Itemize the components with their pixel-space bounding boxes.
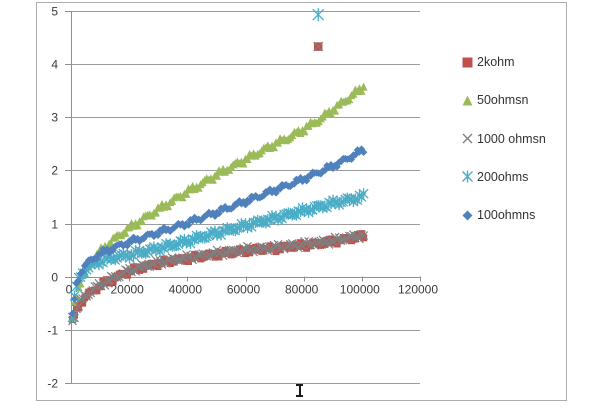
series-point-200ohms[interactable] bbox=[305, 204, 316, 216]
legend-label: 1000 ohmsn bbox=[477, 131, 546, 146]
series-point-2kohm[interactable] bbox=[123, 271, 131, 279]
x-axis-label-40000: 40000 bbox=[169, 283, 203, 297]
series-point-50ohmsn[interactable] bbox=[121, 228, 130, 237]
y-axis-label-1: 1 bbox=[51, 218, 58, 232]
legend-label: 2kohm bbox=[477, 55, 515, 69]
text-cursor-cap bbox=[296, 395, 303, 397]
legend-marker-asterisk-icon bbox=[462, 170, 473, 183]
legend: 2kohm 50ohmsn 1000 ohmsn 200ohms 100ohmns bbox=[461, 50, 546, 241]
series-point-50ohmsn[interactable] bbox=[182, 189, 191, 198]
legend-item-50ohmsn[interactable]: 50ohmsn bbox=[461, 88, 546, 112]
x-axis-label-0: 0 bbox=[66, 283, 73, 297]
series-point-1000-ohmsn[interactable] bbox=[198, 249, 208, 258]
series-point-50ohmsn[interactable] bbox=[331, 106, 340, 115]
series-point-50ohmsn[interactable] bbox=[270, 143, 278, 152]
legend-item-1000-ohmsn[interactable]: 1000 ohmsn bbox=[461, 127, 546, 151]
series-point-50ohmsn[interactable] bbox=[359, 82, 368, 91]
series-point-1000-ohmsn[interactable] bbox=[298, 241, 307, 251]
outlier-point-200ohms[interactable] bbox=[312, 8, 325, 22]
text-cursor bbox=[296, 384, 303, 397]
series-point-50ohmsn[interactable] bbox=[76, 279, 85, 288]
chart-border bbox=[36, 2, 567, 401]
legend-marker-shape bbox=[462, 57, 473, 67]
series-point-2kohm[interactable] bbox=[276, 246, 284, 254]
series-point-2kohm[interactable] bbox=[93, 287, 101, 295]
series-point-200ohms[interactable] bbox=[336, 196, 347, 208]
legend-label: 100ohmns bbox=[477, 208, 536, 223]
series-point-50ohmsn[interactable] bbox=[213, 171, 221, 180]
legend-marker-x-icon bbox=[462, 133, 473, 144]
series-point-50ohmsn[interactable] bbox=[357, 86, 366, 95]
x-axis-label-60000: 60000 bbox=[227, 283, 261, 297]
series-point-50ohmsn[interactable] bbox=[304, 121, 313, 130]
series-point-1000-ohmsn[interactable] bbox=[281, 242, 291, 252]
series-point-50ohmsn[interactable] bbox=[239, 159, 248, 168]
series-point-1000-ohmsn[interactable] bbox=[202, 251, 212, 261]
series-point-50ohmsn[interactable] bbox=[349, 89, 358, 98]
legend-marker-triangle-icon bbox=[462, 95, 473, 106]
y-axis-label-3: 3 bbox=[51, 111, 58, 125]
outlier-point-1000-ohmsn[interactable] bbox=[313, 41, 324, 52]
series-point-50ohmsn[interactable] bbox=[243, 155, 252, 163]
x-axis-label-20000: 20000 bbox=[110, 283, 144, 297]
series-point-100ohmns[interactable] bbox=[68, 309, 77, 318]
series-point-100ohmns[interactable] bbox=[74, 276, 83, 285]
legend-marker-diamond-icon bbox=[462, 210, 473, 221]
series-point-50ohmsn[interactable] bbox=[274, 138, 283, 147]
y-axis-label-0: 0 bbox=[51, 271, 58, 285]
series-point-50ohmsn[interactable] bbox=[133, 221, 142, 230]
series-point-50ohmsn[interactable] bbox=[137, 216, 146, 225]
series-point-1000-ohmsn[interactable] bbox=[74, 301, 84, 311]
series-point-100ohmns[interactable] bbox=[251, 192, 260, 200]
series-point-1000-ohmsn[interactable] bbox=[359, 231, 369, 241]
series-point-2kohm[interactable] bbox=[109, 278, 117, 286]
legend-marker-shape bbox=[462, 170, 473, 183]
series-point-1000-ohmsn[interactable] bbox=[204, 251, 214, 261]
legend-item-2kohm[interactable]: 2kohm bbox=[461, 50, 546, 74]
series-point-200ohms[interactable] bbox=[218, 225, 229, 237]
text-cursor-stem bbox=[298, 384, 301, 397]
y-axis-label-4: 4 bbox=[51, 58, 58, 72]
series-point-100ohmns[interactable] bbox=[78, 268, 87, 276]
series-point-2kohm[interactable] bbox=[360, 234, 368, 242]
series-point-2kohm[interactable] bbox=[154, 263, 162, 271]
y-axis-label--2: -2 bbox=[47, 377, 58, 391]
series-point-100ohmns[interactable] bbox=[359, 148, 368, 157]
x-axis-label-80000: 80000 bbox=[285, 283, 319, 297]
series-point-50ohmsn[interactable] bbox=[208, 175, 217, 184]
series-point-200ohms[interactable] bbox=[358, 188, 369, 200]
series-point-1000-ohmsn[interactable] bbox=[220, 248, 230, 258]
legend-item-100ohmns[interactable]: 100ohmns bbox=[461, 203, 546, 227]
x-axis-label-100000: 100000 bbox=[340, 283, 380, 297]
series-point-1000-ohmsn[interactable] bbox=[143, 262, 153, 272]
series-point-1000-ohmsn[interactable] bbox=[104, 276, 114, 285]
series-point-100ohmns[interactable] bbox=[70, 295, 79, 303]
y-axis-label--1: -1 bbox=[47, 324, 58, 338]
series-point-1000-ohmsn[interactable] bbox=[357, 230, 366, 240]
series-point-50ohmsn[interactable] bbox=[151, 208, 160, 217]
series-point-1000-ohmsn[interactable] bbox=[173, 255, 183, 265]
series-point-1000-ohmsn[interactable] bbox=[328, 237, 338, 247]
legend-item-200ohms[interactable]: 200ohms bbox=[461, 165, 546, 189]
legend-marker-square-icon bbox=[462, 57, 473, 67]
series-point-50ohmsn[interactable] bbox=[300, 127, 309, 136]
x-axis-label-120000: 120000 bbox=[398, 283, 438, 297]
y-axis-label-5: 5 bbox=[51, 5, 58, 19]
series-point-2kohm[interactable] bbox=[75, 304, 83, 312]
text-cursor-cap bbox=[296, 384, 303, 386]
series-point-1000-ohmsn[interactable] bbox=[196, 249, 206, 259]
legend-label: 50ohmsn bbox=[477, 93, 529, 108]
legend-marker-shape bbox=[462, 95, 473, 106]
legend-marker-shape bbox=[462, 133, 473, 144]
legend-marker-shape bbox=[462, 210, 473, 221]
series-point-1000-ohmsn[interactable] bbox=[251, 244, 261, 254]
y-axis-label-2: 2 bbox=[51, 164, 58, 178]
series-point-1000-ohmsn[interactable] bbox=[112, 273, 122, 283]
series-point-2kohm[interactable] bbox=[297, 239, 304, 247]
legend-label: 200ohms bbox=[477, 169, 529, 184]
